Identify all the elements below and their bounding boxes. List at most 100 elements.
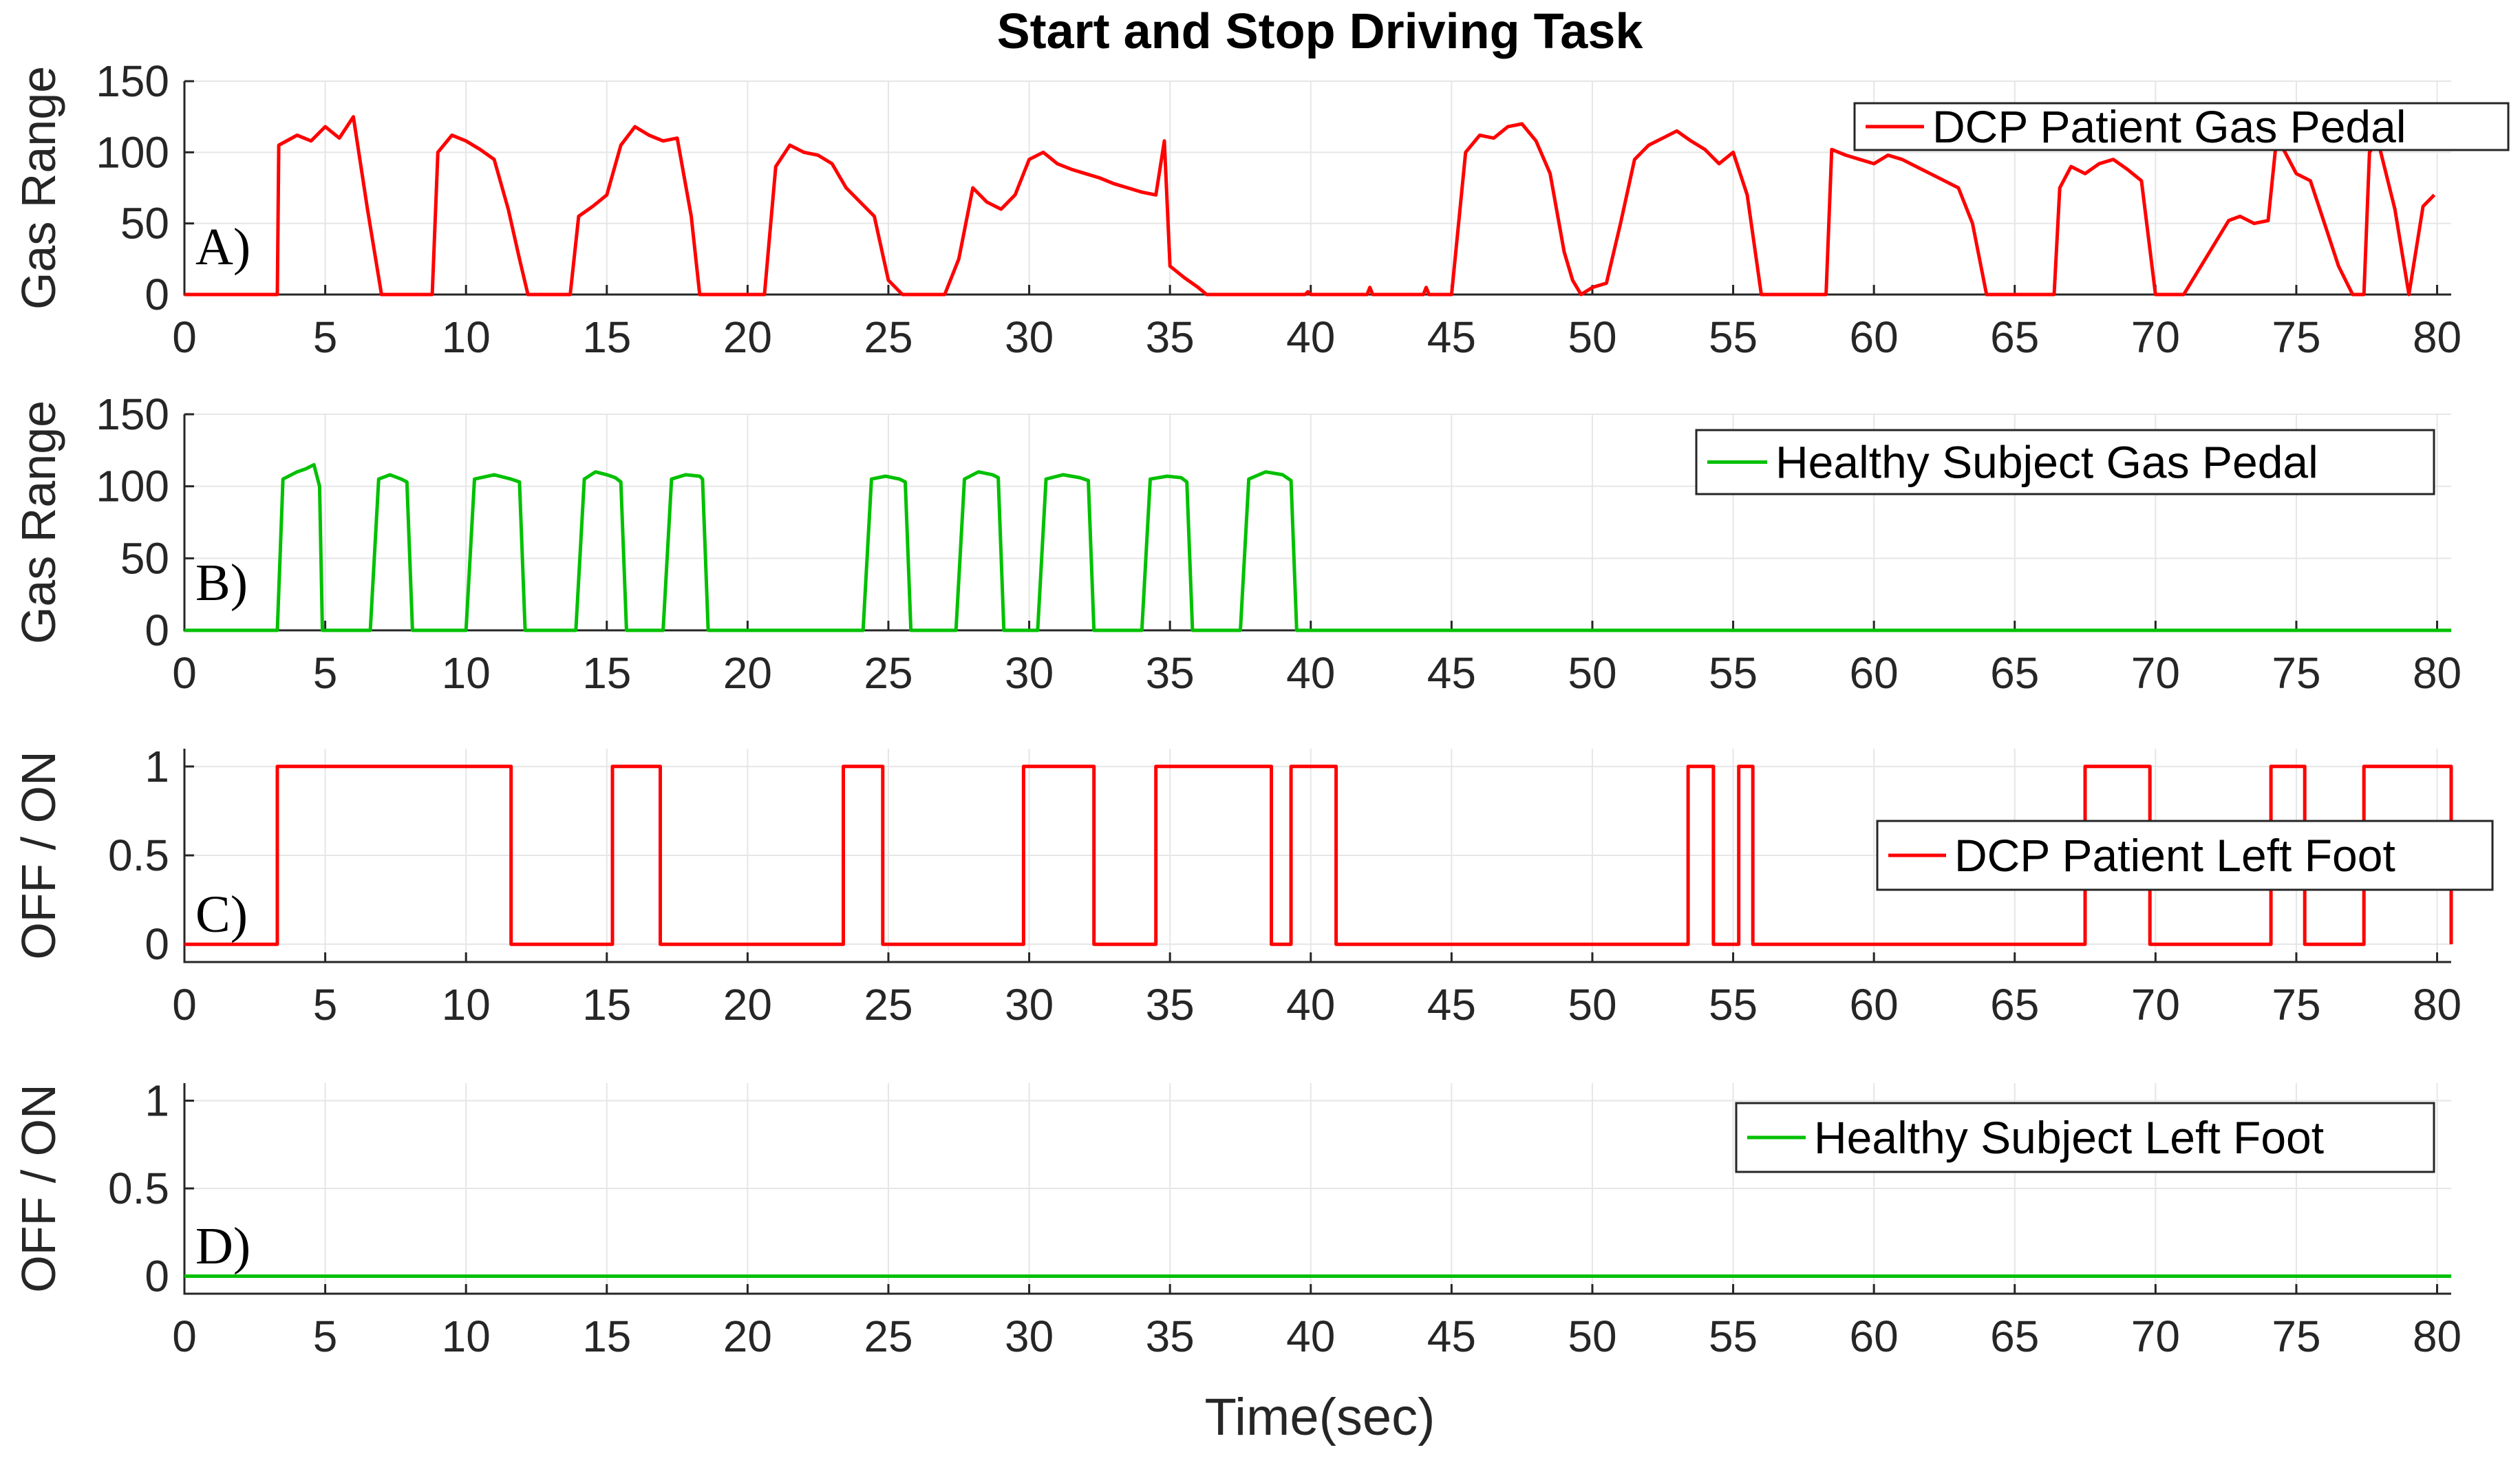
x-axis-label: Time(sec) bbox=[1205, 1388, 1435, 1446]
x-tick-label: 60 bbox=[1850, 980, 1899, 1029]
y-axis-label: OFF / ON bbox=[12, 751, 65, 959]
x-tick-label: 60 bbox=[1850, 1312, 1899, 1361]
x-tick-label: 60 bbox=[1850, 312, 1899, 362]
legend: DCP Patient Gas Pedal bbox=[1853, 101, 2510, 152]
series-line bbox=[184, 115, 2436, 297]
x-tick-label: 10 bbox=[442, 648, 491, 698]
x-tick-label: 80 bbox=[2413, 312, 2462, 362]
x-tick-label: 75 bbox=[2272, 648, 2320, 698]
series-line bbox=[184, 765, 2453, 946]
x-tick-label: 40 bbox=[1286, 648, 1335, 698]
panel-tag: A) bbox=[195, 218, 250, 276]
panel-1: 0 5 10 15 20 25 30 35 40 45 50 55 60 65 70 75 80 0 50 100 15… bbox=[12, 56, 2510, 362]
x-tick-label: 70 bbox=[2131, 980, 2180, 1029]
legend-box bbox=[1735, 1102, 2435, 1173]
x-tick-label: 65 bbox=[1990, 1312, 2039, 1361]
x-tick-label: 40 bbox=[1286, 312, 1335, 362]
x-tick-label: 0 bbox=[172, 312, 197, 362]
x-tick-label: 35 bbox=[1146, 980, 1195, 1029]
x-tick-label: 25 bbox=[864, 648, 912, 698]
y-tick-label: 150 bbox=[96, 56, 169, 106]
x-tick-label: 5 bbox=[313, 1312, 338, 1361]
x-tick-label: 55 bbox=[1709, 312, 1758, 362]
legend: Healthy Subject Gas Pedal bbox=[1695, 429, 2435, 495]
x-tick-label: 50 bbox=[1568, 312, 1616, 362]
legend-label: DCP Patient Left Foot bbox=[1954, 830, 2395, 881]
panel-3: 0 5 10 15 20 25 30 35 40 45 50 55 60 65 70 75 80 0 0.5 1 OFF… bbox=[12, 742, 2494, 1029]
y-tick-label: 50 bbox=[120, 199, 169, 248]
x-tick-label: 55 bbox=[1709, 980, 1758, 1029]
x-tick-label: 65 bbox=[1990, 980, 2039, 1029]
x-tick-label: 50 bbox=[1568, 980, 1616, 1029]
legend: DCP Patient Left Foot bbox=[1876, 820, 2494, 891]
x-tick-label: 55 bbox=[1709, 1312, 1758, 1361]
y-tick-label: 0 bbox=[145, 1252, 169, 1301]
x-tick-label: 45 bbox=[1427, 312, 1476, 362]
x-tick-label: 0 bbox=[172, 1312, 197, 1361]
x-tick-label: 5 bbox=[313, 980, 338, 1029]
x-tick-label: 25 bbox=[864, 1312, 912, 1361]
legend-label: Healthy Subject Left Foot bbox=[1814, 1112, 2324, 1163]
panels: 0 5 10 15 20 25 30 35 40 45 50 55 60 65 70 75 8005010015… bbox=[12, 56, 2510, 1362]
y-tick-label: 0 bbox=[145, 606, 169, 655]
legend-box bbox=[1853, 102, 2510, 151]
y-tick-label: 0.5 bbox=[108, 831, 169, 880]
x-tick-label: 20 bbox=[723, 312, 772, 362]
y-tick-label: 0.5 bbox=[108, 1164, 169, 1213]
x-tick-label: 10 bbox=[442, 312, 491, 362]
x-tick-label: 45 bbox=[1427, 1312, 1476, 1361]
legend-box bbox=[1695, 429, 2435, 495]
x-tick-label: 40 bbox=[1286, 980, 1335, 1029]
x-tick-label: 20 bbox=[723, 980, 772, 1029]
x-tick-label: 60 bbox=[1850, 648, 1899, 698]
x-tick-label: 80 bbox=[2413, 648, 2462, 698]
x-tick-label: 30 bbox=[1005, 312, 1054, 362]
panel-2: 0 5 10 15 20 25 30 35 40 45 50 55 60 65 70 75 80 0 50 100 15… bbox=[12, 389, 2462, 698]
x-tick-label: 45 bbox=[1427, 648, 1476, 698]
x-tick-label: 80 bbox=[2413, 1312, 2462, 1361]
x-tick-label: 15 bbox=[582, 1312, 631, 1361]
y-axis-label: OFF / ON bbox=[12, 1084, 65, 1292]
y-axis-label: Gas Range bbox=[12, 400, 65, 644]
x-tick-label: 10 bbox=[442, 980, 491, 1029]
x-tick-label: 35 bbox=[1146, 648, 1195, 698]
x-tick-label: 5 bbox=[313, 648, 338, 698]
x-tick-label: 30 bbox=[1005, 1312, 1054, 1361]
y-tick-label: 100 bbox=[96, 462, 169, 511]
y-tick-label: 0 bbox=[145, 270, 169, 319]
series-line bbox=[184, 462, 2451, 632]
x-tick-label: 70 bbox=[2131, 312, 2180, 362]
x-tick-label: 50 bbox=[1568, 1312, 1616, 1361]
x-tick-label: 20 bbox=[723, 1312, 772, 1361]
chart-title: Start and Stop Driving Task bbox=[997, 4, 1644, 59]
panel-4: 0 5 10 15 20 25 30 35 40 45 50 55 60 65 70 75 80 0 0.5 1 OFF… bbox=[12, 1076, 2462, 1362]
x-tick-label: 65 bbox=[1990, 648, 2039, 698]
x-tick-label: 20 bbox=[723, 648, 772, 698]
y-tick-label: 0 bbox=[145, 919, 169, 969]
x-tick-label: 25 bbox=[864, 980, 912, 1029]
y-tick-label: 1 bbox=[145, 1076, 169, 1126]
x-tick-label: 25 bbox=[864, 312, 912, 362]
x-tick-label: 5 bbox=[313, 312, 338, 362]
y-tick-label: 50 bbox=[120, 533, 169, 583]
y-tick-label: 100 bbox=[96, 127, 169, 177]
x-tick-label: 30 bbox=[1005, 980, 1054, 1029]
x-tick-label: 45 bbox=[1427, 980, 1476, 1029]
x-tick-label: 30 bbox=[1005, 648, 1054, 698]
x-tick-label: 80 bbox=[2413, 980, 2462, 1029]
x-tick-label: 0 bbox=[172, 980, 197, 1029]
legend-label: Healthy Subject Gas Pedal bbox=[1775, 437, 2318, 488]
x-tick-label: 75 bbox=[2272, 980, 2320, 1029]
x-tick-label: 65 bbox=[1990, 312, 2039, 362]
x-tick-label: 70 bbox=[2131, 1312, 2180, 1361]
x-tick-label: 40 bbox=[1286, 1312, 1335, 1361]
x-tick-label: 75 bbox=[2272, 1312, 2320, 1361]
panel-tag: B) bbox=[195, 554, 248, 612]
x-tick-label: 10 bbox=[442, 1312, 491, 1361]
panel-tag: C) bbox=[195, 886, 248, 943]
y-tick-label: 1 bbox=[145, 742, 169, 791]
x-tick-label: 70 bbox=[2131, 648, 2180, 698]
panel-tag: D) bbox=[195, 1217, 250, 1275]
y-tick-label: 150 bbox=[96, 389, 169, 439]
